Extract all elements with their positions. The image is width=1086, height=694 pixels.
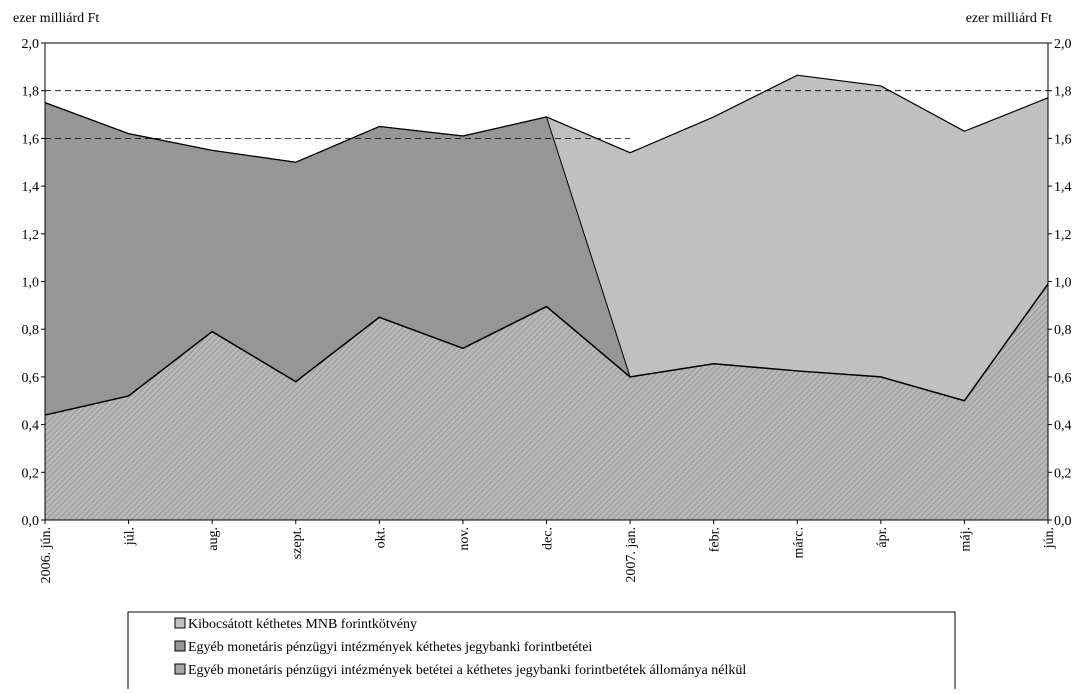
- legend: Kibocsátott kéthetes MNB forintkötvény Eg…: [127, 611, 956, 693]
- legend-frame: [127, 611, 956, 693]
- legend-swatch: [174, 640, 186, 652]
- x-tick-label: 2006. jún.: [39, 527, 54, 583]
- x-tick-label: febr.: [708, 527, 723, 552]
- y-axis-title-right: ezer milliárd Ft: [966, 11, 1052, 26]
- x-tick-label: dec.: [541, 527, 556, 550]
- areas-layer: [45, 75, 1048, 520]
- y-tick-label-left: 0,4: [22, 419, 40, 434]
- y-tick-label-right: 1,2: [1054, 228, 1072, 243]
- y-tick-label-left: 2,0: [22, 37, 40, 52]
- y-tick-label-left: 0,6: [22, 371, 40, 386]
- legend-items: Kibocsátott kéthetes MNB forintkötvény Eg…: [174, 617, 746, 678]
- x-tick-label: máj.: [958, 527, 973, 552]
- x-tick-label: jún.: [1042, 527, 1057, 549]
- y-tick-label-right: 1,4: [1054, 180, 1072, 195]
- line-series-total: [44, 74, 1049, 163]
- y-tick-label-left: 0,0: [22, 514, 40, 529]
- y-tick-label-right: 1,6: [1054, 132, 1072, 147]
- x-tick-label: aug.: [206, 527, 221, 551]
- y-tick-label-right: 0,0: [1054, 514, 1072, 529]
- x-tick-label: 2007. jan.: [624, 527, 639, 583]
- y-tick-label-right: 0,4: [1054, 419, 1072, 434]
- axes: [41, 42, 1052, 524]
- y-tick-label-right: 1,0: [1054, 276, 1072, 291]
- x-tick-label: júl.: [123, 527, 138, 546]
- y-axis-title-left: ezer milliárd Ft: [13, 11, 99, 26]
- y-tick-label-left: 0,8: [22, 323, 40, 338]
- series-lines: [44, 74, 1049, 416]
- legend-label: Egyéb monetáris pénzügyi intézmények bet…: [188, 663, 746, 678]
- y-tick-label-left: 1,0: [22, 276, 40, 291]
- area-series-dark: [45, 102, 1048, 416]
- x-tick-label: szept.: [290, 527, 305, 559]
- area-series-light: [45, 75, 1048, 401]
- legend-swatch: [174, 663, 186, 675]
- y-tick-label-left: 1,8: [22, 85, 40, 100]
- y-tick-label-right: 1,8: [1054, 85, 1072, 100]
- y-tick-label-right: 0,8: [1054, 323, 1072, 338]
- legend-swatch: [174, 617, 186, 629]
- y-tick-label-left: 0,2: [22, 466, 40, 481]
- area-series-hatched: [45, 283, 1048, 520]
- x-tick-label: márc.: [791, 527, 806, 558]
- x-tick-label: okt.: [373, 527, 388, 548]
- y-tick-labels-right: 0,0 0,2 0,4 0,6 0,8 1,0 1,2 1,4 1,6 1,8 2,0: [1054, 37, 1072, 529]
- x-tick-labels: 2006. jún. júl. aug. szept. okt. nov. dec. 2007…: [39, 527, 1057, 583]
- legend-label: Egyéb monetáris pénzügyi intézmények két…: [188, 640, 592, 655]
- y-tick-label-right: 2,0: [1054, 37, 1072, 52]
- reference-lines: [45, 90, 1048, 139]
- x-tick-label: ápr.: [875, 527, 890, 548]
- legend-label: Kibocsátott kéthetes MNB forintkötvény: [188, 617, 417, 632]
- x-tick-label: nov.: [457, 527, 472, 551]
- y-tick-label-left: 1,2: [22, 228, 40, 243]
- y-tick-label-right: 0,2: [1054, 466, 1072, 481]
- y-tick-label-left: 1,4: [22, 180, 40, 195]
- y-tick-labels-left: 0,0 0,2 0,4 0,6 0,8 1,0 1,2 1,4 1,6 1,8 2,0: [22, 37, 40, 529]
- y-tick-label-left: 1,6: [22, 132, 40, 147]
- y-tick-label-right: 0,6: [1054, 371, 1072, 386]
